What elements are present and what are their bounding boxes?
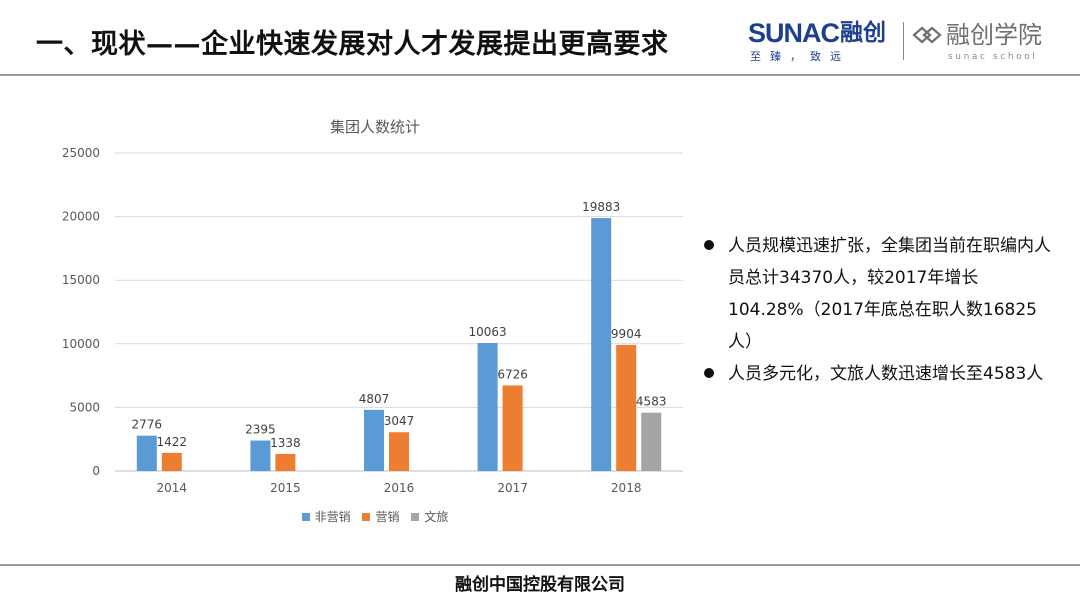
y-tick-label: 5000 [69,400,100,414]
legend-label-non-marketing: 非营销 [314,510,351,524]
page-title: 一、现状——企业快速发展对人才发展提出更高要求 [36,29,669,60]
y-tick-label: 0 [92,464,100,478]
legend-label-marketing: 营销 [375,510,400,524]
logo-divider [903,22,904,60]
bar-non-marketing [136,435,157,471]
data-label: 2395 [245,423,276,437]
bullet-dot-icon [704,368,714,378]
bar-culture-tourism [641,412,662,471]
data-label: 1422 [157,435,188,449]
data-label: 19883 [582,200,620,214]
data-label: 6726 [497,367,528,381]
legend-item-non-marketing: 非营销 [301,508,351,525]
legend-label-culture-tourism: 文旅 [424,510,449,524]
data-label: 3047 [384,414,415,428]
legend-swatch-non-marketing [301,513,310,521]
data-label: 9904 [611,327,642,341]
x-tick-label: 2014 [157,481,188,495]
bullet-text: 人员规模迅速扩张，全集团当前在职编内人员总计34370人，较2017年增长104… [728,236,1051,352]
sunac-logo-slogan: 至臻，致远 [750,50,850,63]
bullet-dot-icon [704,240,714,250]
bar-non-marketing [364,409,384,471]
y-tick-label: 25000 [62,146,100,160]
sunac-logo-word: SUNAC [748,18,840,48]
x-tick-label: 2017 [497,481,528,495]
sunac-logo: SUNAC 融创 至臻，致远 [748,18,898,63]
school-emblem-icon [912,26,942,44]
x-tick-label: 2016 [384,481,415,495]
bar-non-marketing [591,218,612,471]
header-divider [0,74,1080,76]
y-tick-label: 10000 [62,337,100,351]
data-label: 4583 [636,395,667,409]
x-tick-label: 2015 [270,481,301,495]
bar-marketing [161,452,182,471]
sunac-school-logo: 融创学院 sunac school [912,18,1072,62]
bullet-text: 人员多元化，文旅人数迅速增长至4583人 [728,364,1044,384]
chart-title: 集团人数统计 [329,118,420,136]
bar-marketing [389,432,409,471]
data-label: 2776 [132,418,163,432]
chart-plot: 0 5000 10000 15000 20000 25000 2776 1422 2014 239… [62,146,683,495]
bar-marketing [616,345,637,471]
bar-non-marketing [477,342,498,471]
data-label: 10063 [469,325,507,339]
footer-divider [0,564,1080,566]
school-logo-english: sunac school [948,52,1038,62]
data-label: 1338 [270,436,301,450]
chart-legend: 非营销 营销 文旅 [50,508,700,525]
footer-company: 融创中国控股有限公司 [455,575,625,595]
bar-marketing [502,385,523,471]
sunac-logo-chinese: 融创 [840,20,886,46]
headcount-chart: 集团人数统计 0 5000 10000 15000 20000 25000 2776 1422… [50,110,700,540]
y-tick-label: 15000 [62,273,100,287]
y-tick-label: 20000 [62,210,100,224]
legend-item-marketing: 营销 [362,508,400,525]
x-tick-label: 2018 [611,481,642,495]
legend-item-culture-tourism: 文旅 [411,508,448,525]
legend-swatch-culture-tourism [411,513,420,521]
bar-marketing [275,453,296,471]
legend-swatch-marketing [362,513,371,521]
bullet-item: 人员规模迅速扩张，全集团当前在职编内人员总计34370人，较2017年增长104… [702,230,1062,358]
key-points: 人员规模迅速扩张，全集团当前在职编内人员总计34370人，较2017年增长104… [702,230,1062,390]
bar-non-marketing [250,440,271,471]
school-logo-chinese: 融创学院 [946,21,1042,49]
bullet-item: 人员多元化，文旅人数迅速增长至4583人 [702,358,1062,390]
data-label: 4807 [359,392,390,406]
